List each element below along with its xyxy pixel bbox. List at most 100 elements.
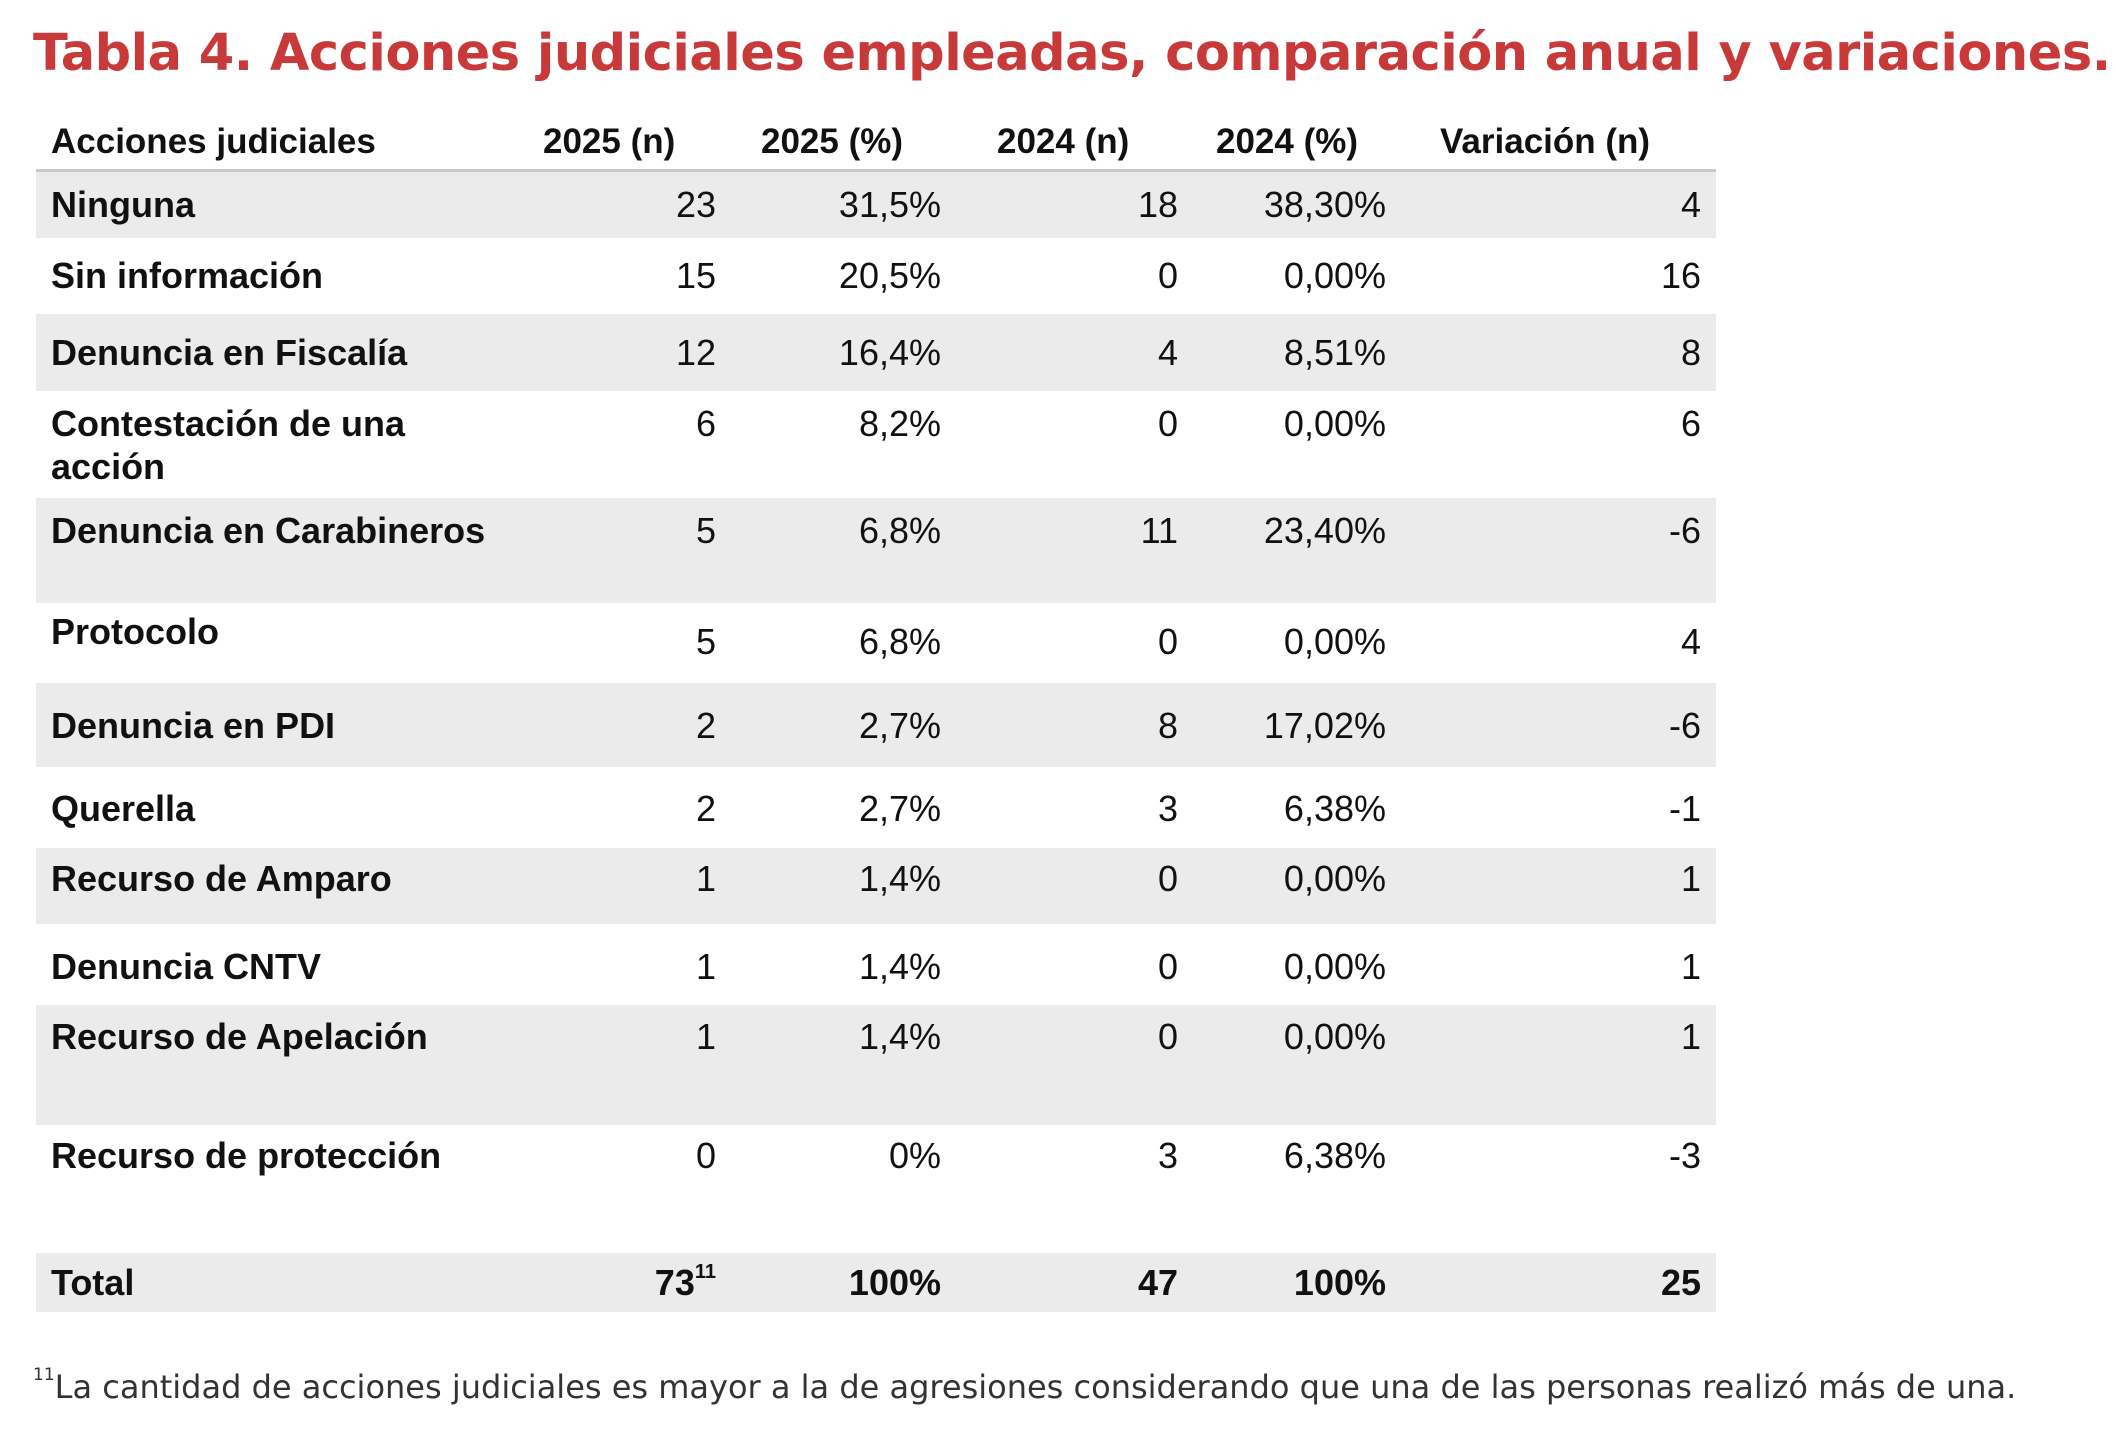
total-label: Total — [51, 1262, 135, 1303]
header-2024-pct: 2024 (%) — [1216, 122, 1359, 161]
row-label: Denuncia CNTV — [51, 946, 322, 987]
table-header: Acciones judiciales 2025 (n) 2025 (%) 20… — [36, 112, 1716, 172]
row-label: Ninguna — [51, 184, 195, 225]
cell-p2025: 20,5% — [838, 255, 941, 296]
cell-n2025: 12 — [675, 332, 716, 373]
cell-variation: 1 — [1680, 858, 1701, 899]
cell-n2025: 6 — [695, 403, 716, 444]
cell-p2024: 0,00% — [1283, 1016, 1386, 1057]
cell-n2024: 0 — [1157, 255, 1178, 296]
total-row: Total 7311 100% 47 100% 25 — [36, 1253, 1716, 1312]
cell-n2024: 0 — [1157, 1016, 1178, 1057]
row-label: Recurso de protección — [51, 1135, 442, 1176]
cell-p2024: 38,30% — [1263, 184, 1386, 225]
table-row: Protocolo 5 6,8% 0 0,00% 4 — [36, 603, 1716, 683]
cell-n2025: 2 — [695, 705, 716, 746]
footnote: 11La cantidad de acciones judiciales es … — [33, 1365, 2017, 1406]
cell-p2024: 17,02% — [1263, 705, 1386, 746]
cell-p2025: 100% — [848, 1262, 941, 1303]
header-2024-n: 2024 (n) — [997, 122, 1130, 161]
row-label: Denuncia en PDI — [51, 705, 336, 746]
header-variation: Variación (n) — [1440, 122, 1651, 161]
table-title: Tabla 4. Acciones judiciales empleadas, … — [33, 24, 2111, 83]
cell-n2025: 1 — [695, 946, 716, 987]
cell-n2025: 2 — [695, 788, 716, 829]
cell-n2024: 0 — [1157, 403, 1178, 444]
cell-n2024: 0 — [1157, 621, 1178, 662]
cell-variation: -1 — [1668, 788, 1701, 829]
cell-p2024: 100% — [1293, 1262, 1386, 1303]
cell-variation: 6 — [1680, 403, 1701, 444]
cell-variation: 4 — [1680, 184, 1701, 225]
table-row: Denuncia en Carabineros 5 6,8% 11 23,40% -6 — [36, 498, 1716, 603]
cell-n2024: 11 — [1140, 510, 1178, 551]
cell-variation: -6 — [1668, 705, 1701, 746]
cell-n2024: 3 — [1157, 1135, 1178, 1176]
footnote-marker: 11 — [33, 1365, 55, 1386]
cell-p2024: 0,00% — [1283, 858, 1386, 899]
cell-variation: 25 — [1660, 1262, 1701, 1303]
row-label: Contestación de una acción — [51, 403, 406, 487]
table-body: Ninguna 23 31,5% 18 38,30% 4 Sin información 15… — [36, 172, 1716, 1312]
row-spacer — [36, 1237, 1716, 1253]
table-row: Contestación de una acción 6 8,2% 0 0,00% 6 — [36, 391, 1716, 498]
cell-n2024: 3 — [1157, 788, 1178, 829]
cell-p2024: 0,00% — [1283, 255, 1386, 296]
cell-p2024: 6,38% — [1283, 1135, 1386, 1176]
table-row: Denuncia CNTV 1 1,4% 0 0,00% 1 — [36, 924, 1716, 1005]
cell-p2025: 0% — [888, 1135, 941, 1176]
cell-p2025: 6,8% — [858, 621, 941, 662]
header-actions: Acciones judiciales — [51, 122, 376, 161]
cell-p2024: 0,00% — [1283, 403, 1386, 444]
cell-p2025: 6,8% — [858, 510, 941, 551]
table-row: Ninguna 23 31,5% 18 38,30% 4 — [36, 172, 1716, 238]
header-2025-n: 2025 (n) — [543, 122, 676, 161]
cell-variation: 16 — [1660, 255, 1701, 296]
cell-n2024: 8 — [1157, 705, 1178, 746]
cell-n2024: 47 — [1137, 1262, 1178, 1303]
cell-variation: 8 — [1680, 332, 1701, 373]
cell-n2025: 5 — [695, 510, 716, 551]
cell-variation: -6 — [1668, 510, 1701, 551]
table-row: Recurso de protección 0 0% 3 6,38% -3 — [36, 1125, 1716, 1237]
table-row: Recurso de Amparo 1 1,4% 0 0,00% 1 — [36, 848, 1716, 924]
cell-n2025: 5 — [695, 621, 716, 662]
table-row: Querella 2 2,7% 3 6,38% -1 — [36, 767, 1716, 848]
cell-n2025: 23 — [675, 184, 716, 225]
cell-p2025: 1,4% — [858, 858, 941, 899]
table-row: Sin información 15 20,5% 0 0,00% 16 — [36, 238, 1716, 314]
cell-variation: -3 — [1668, 1135, 1701, 1176]
table-row: Denuncia en Fiscalía 12 16,4% 4 8,51% 8 — [36, 314, 1716, 391]
cell-n2025: 7311 — [655, 1261, 716, 1304]
row-label: Sin información — [51, 255, 324, 296]
cell-n2025: 0 — [695, 1135, 716, 1176]
row-label: Recurso de Apelación — [51, 1016, 428, 1057]
cell-n2024: 0 — [1157, 946, 1178, 987]
cell-variation: 1 — [1680, 1016, 1701, 1057]
cell-variation: 1 — [1680, 946, 1701, 987]
cell-variation: 4 — [1680, 621, 1701, 662]
cell-p2025: 2,7% — [858, 788, 941, 829]
cell-n2025: 15 — [675, 255, 716, 296]
header-2025-pct: 2025 (%) — [761, 122, 904, 161]
row-label: Denuncia en Carabineros — [51, 510, 486, 551]
table-row: Denuncia en PDI 2 2,7% 8 17,02% -6 — [36, 683, 1716, 767]
cell-n2024: 4 — [1157, 332, 1178, 373]
cell-p2025: 8,2% — [858, 403, 941, 444]
total-2025-n-value: 73 — [654, 1262, 695, 1303]
cell-p2024: 8,51% — [1283, 332, 1386, 373]
cell-p2025: 2,7% — [858, 705, 941, 746]
row-label: Querella — [51, 788, 196, 829]
judicial-actions-table: Acciones judiciales 2025 (n) 2025 (%) 20… — [36, 112, 1716, 1312]
cell-p2024: 0,00% — [1283, 621, 1386, 662]
cell-p2024: 23,40% — [1263, 510, 1386, 551]
cell-p2024: 6,38% — [1283, 788, 1386, 829]
footnote-text: La cantidad de acciones judiciales es ma… — [54, 1368, 2017, 1406]
table-row: Recurso de Apelación 1 1,4% 0 0,00% 1 — [36, 1005, 1716, 1125]
cell-n2025: 1 — [695, 1016, 716, 1057]
cell-p2025: 16,4% — [838, 332, 941, 373]
cell-n2025: 1 — [695, 858, 716, 899]
cell-n2024: 18 — [1137, 184, 1178, 225]
cell-p2025: 1,4% — [858, 1016, 941, 1057]
cell-p2025: 31,5% — [838, 184, 941, 225]
